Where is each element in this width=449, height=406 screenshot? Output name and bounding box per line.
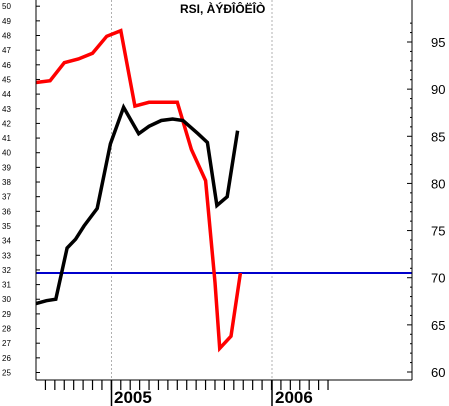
- left-tick-label: 45: [2, 75, 11, 84]
- left-tick-label: 35: [2, 222, 11, 231]
- left-tick-label: 46: [2, 61, 11, 70]
- left-tick-label: 26: [2, 354, 11, 363]
- left-tick-label: 47: [2, 46, 11, 55]
- x-label-2005: 2005: [114, 388, 152, 406]
- right-tick-label: 90: [431, 82, 445, 97]
- left-tick-label: 41: [2, 134, 11, 143]
- left-tick-label: 50: [2, 2, 11, 11]
- left-tick-label: 28: [2, 325, 11, 334]
- chart-title: RSI, ÀÝÐÎÔËÎÒ: [180, 1, 265, 16]
- left-axis-tick-marks: [36, 5, 40, 373]
- right-tick-label: 70: [431, 271, 445, 286]
- left-tick-label: 34: [2, 237, 11, 246]
- left-tick-label: 33: [2, 251, 11, 260]
- right-tick-label: 75: [431, 224, 445, 239]
- left-tick-label: 25: [2, 369, 11, 378]
- left-tick-label: 31: [2, 281, 11, 290]
- right-axis-tick-marks: [407, 22, 412, 373]
- left-tick-label: 49: [2, 17, 11, 26]
- right-tick-label: 95: [431, 35, 445, 50]
- right-tick-label: 60: [431, 365, 445, 380]
- left-tick-label: 36: [2, 207, 11, 216]
- x-axis-tick-marks: [44, 380, 329, 390]
- left-tick-label: 39: [2, 163, 11, 172]
- series-lines: [35, 28, 243, 353]
- left-tick-label: 29: [2, 310, 11, 319]
- series-line: [35, 103, 240, 306]
- left-tick-label: 30: [2, 295, 11, 304]
- x-label-2006: 2006: [275, 388, 313, 406]
- left-tick-label: 37: [2, 193, 11, 202]
- left-tick-label: 32: [2, 266, 11, 275]
- right-axis-tick-labels: 60 65 70 75 80 85 90 95: [431, 35, 445, 380]
- left-tick-label: 43: [2, 105, 11, 114]
- left-tick-label: 48: [2, 32, 11, 41]
- right-tick-label: 85: [431, 129, 445, 144]
- right-tick-label: 80: [431, 176, 445, 191]
- left-tick-label: 42: [2, 119, 11, 128]
- left-axis-tick-labels: 25 26 27 28 29 30 31 32 33 34 35 36 37 38 39 40 41 42 43 44…: [2, 2, 11, 377]
- right-tick-label: 65: [431, 318, 445, 333]
- left-tick-label: 40: [2, 149, 11, 158]
- left-tick-label: 38: [2, 178, 11, 187]
- left-tick-label: 44: [2, 90, 11, 99]
- left-tick-label: 27: [2, 339, 11, 348]
- series-line: [35, 28, 243, 353]
- vertical-gridlines: [111, 0, 273, 380]
